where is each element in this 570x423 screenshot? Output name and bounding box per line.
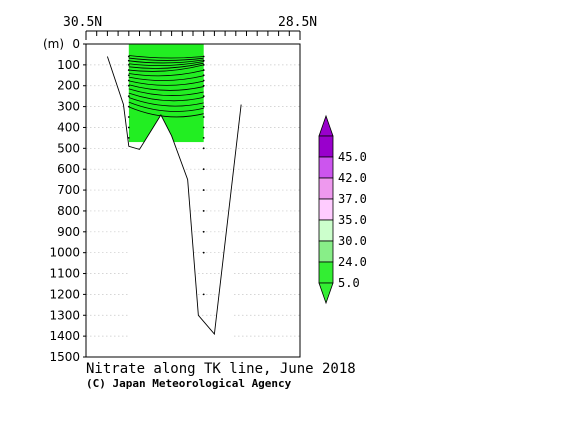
sample-point	[202, 79, 205, 82]
legend-swatch	[318, 177, 334, 200]
y-tick-label: 600	[57, 162, 80, 176]
y-tick-label: 1100	[49, 267, 80, 281]
y-tick-label: 300	[57, 100, 80, 114]
sample-point	[202, 126, 205, 129]
y-tick-label: 800	[57, 204, 80, 218]
y-tick-label: 1200	[49, 287, 80, 301]
sample-point	[202, 230, 205, 233]
legend-bottom-arrow	[318, 282, 334, 305]
legend-level-label: 30.0	[338, 234, 367, 248]
legend-level-label: 5.0	[338, 276, 360, 290]
chart-credit: (C) Japan Meteorological Agency	[86, 377, 292, 390]
contour-line	[128, 88, 204, 96]
chart-title: Nitrate along TK line, June 2018	[86, 361, 356, 377]
legend-level-label: 24.0	[338, 255, 367, 269]
sample-point	[202, 137, 205, 139]
sample-point	[127, 126, 130, 129]
sample-point	[202, 293, 205, 296]
sample-point	[202, 55, 205, 58]
y-tick-label: 0	[72, 37, 80, 51]
y-tick-label: 1300	[49, 308, 80, 322]
y-tick-label: 400	[57, 120, 80, 134]
y-tick-label: 900	[57, 225, 80, 239]
sample-point	[202, 84, 205, 87]
contour-line	[128, 75, 204, 81]
contour-line	[128, 69, 204, 77]
contour-line	[128, 106, 204, 118]
sample-point	[127, 95, 130, 98]
y-tick-label: 100	[57, 58, 80, 72]
legend-level-label: 37.0	[338, 192, 367, 206]
sample-point	[127, 55, 130, 58]
y-tick-label: 200	[57, 79, 80, 93]
y-tick-label: 1000	[49, 246, 80, 260]
sample-point	[127, 105, 130, 108]
legend-swatch	[318, 240, 334, 263]
legend-swatch	[318, 261, 334, 284]
sample-point	[202, 105, 205, 108]
contour-line	[128, 57, 204, 61]
contour-line	[128, 80, 204, 86]
contour-line	[128, 97, 204, 107]
contour-line	[128, 55, 204, 59]
seafloor-mask	[107, 56, 242, 358]
contour-line	[128, 84, 204, 91]
sample-point	[202, 95, 205, 98]
sample-point	[202, 189, 205, 191]
legend-swatch	[318, 219, 334, 242]
color-legend: 45.0 42.0 37.0 35.0 30.0 24.0 5.0	[318, 114, 367, 305]
sample-point	[127, 137, 130, 139]
plot-frame	[85, 43, 301, 358]
legend-swatch	[318, 135, 334, 158]
sample-point	[202, 168, 205, 171]
sample-point	[202, 63, 205, 66]
sample-point	[202, 116, 205, 118]
contour-line	[128, 61, 204, 67]
legend-level-label: 35.0	[338, 213, 367, 227]
sample-point	[202, 69, 205, 71]
legend-top-arrow	[318, 114, 334, 137]
contour-line	[128, 59, 204, 64]
contour-line	[128, 62, 204, 69]
sample-point	[127, 69, 130, 71]
x-label-left: 30.5N	[63, 15, 102, 30]
sample-point	[202, 59, 205, 62]
sample-point	[127, 74, 130, 77]
legend-swatch	[318, 156, 334, 179]
sample-point	[127, 59, 130, 62]
y-axis-unit-label: (m)	[43, 37, 64, 51]
y-tick-label: 700	[57, 183, 80, 197]
contour-line	[128, 92, 204, 102]
sample-point	[127, 79, 130, 82]
sample-point	[127, 84, 130, 87]
sample-point	[127, 116, 130, 118]
legend-level-label: 45.0	[338, 150, 367, 164]
legend-swatch	[318, 198, 334, 221]
sample-point	[202, 251, 205, 254]
sample-point	[202, 210, 205, 212]
contour-line	[128, 64, 204, 72]
sample-point	[202, 147, 205, 150]
plot-area: 0 100 200 300 400 500 600 700 800 900 1000 1100 1200…	[49, 30, 301, 364]
x-label-right: 28.5N	[278, 15, 317, 30]
contour-line	[128, 101, 204, 112]
sample-point	[127, 63, 130, 66]
y-tick-label: 500	[57, 141, 80, 155]
y-tick-label: 1500	[49, 350, 80, 364]
legend-level-label: 42.0	[338, 171, 367, 185]
sample-point	[202, 74, 205, 77]
bottom-profile-line	[106, 56, 242, 336]
y-tick-label: 1400	[49, 329, 80, 343]
